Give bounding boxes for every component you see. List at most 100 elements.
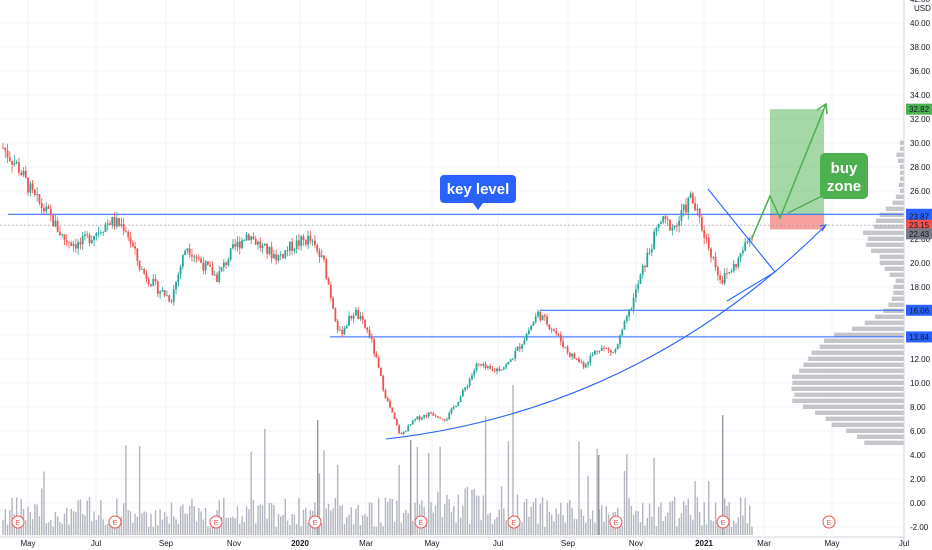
candle-body (291, 241, 294, 251)
volume-bar (630, 506, 633, 535)
volume-bar (722, 415, 724, 535)
candle-body (54, 220, 57, 227)
volume-bar (387, 501, 389, 535)
candle-body (420, 417, 423, 420)
candle-body (518, 346, 521, 349)
time-axis[interactable]: May Jul Sep Nov 2020 Mar May Jul Sep Nov 2021 Mar Ma… (0, 536, 909, 548)
candle-body (97, 232, 100, 234)
profile-row (871, 248, 904, 253)
volume-bar (475, 495, 478, 535)
profile-row (876, 218, 904, 223)
volume-bar (93, 511, 95, 535)
candle-body (641, 265, 644, 275)
candle-body (657, 223, 660, 228)
candle-body (701, 217, 703, 231)
profile-row (900, 164, 904, 169)
profile-row (891, 296, 904, 301)
volume-bar (305, 507, 307, 535)
volume-bar (362, 515, 364, 535)
candle-body (735, 263, 737, 268)
volume-bar (166, 516, 168, 535)
candle-body (293, 248, 296, 251)
candle-body (582, 362, 585, 368)
volume-bar (321, 523, 323, 535)
volume-bar (357, 504, 359, 535)
volume-bar (223, 497, 225, 535)
candle-body (411, 420, 414, 425)
volume-bar (564, 522, 567, 535)
profile-row (834, 332, 904, 337)
volume-bar (34, 504, 36, 535)
volume-bar (157, 525, 159, 535)
volume-bar (186, 513, 189, 535)
candle-body (664, 216, 667, 220)
volume-bar (380, 522, 382, 535)
candle-body (24, 170, 27, 178)
volume-bar (168, 523, 170, 535)
volume-bar (685, 505, 687, 535)
candle-body (648, 252, 651, 254)
wedge-line-upper (707, 188, 776, 273)
profile-row (867, 236, 904, 241)
candle-body (370, 336, 373, 340)
volume-bar (145, 512, 148, 535)
x-tick-label: Nov (629, 539, 643, 548)
volume-bar (148, 526, 150, 535)
volume-bar (569, 499, 571, 535)
volume-bar (607, 514, 610, 535)
candle-body (386, 398, 389, 401)
earnings-marker (716, 515, 730, 529)
x-tick-label: 2020 (291, 539, 309, 548)
volume-bar (81, 513, 84, 535)
volume-bar (532, 501, 535, 535)
x-tick-label: Jul (493, 539, 503, 548)
volume-bar (642, 503, 644, 535)
candle-body (2, 147, 4, 149)
trend-drawings[interactable] (385, 102, 828, 440)
volume-bar (585, 522, 587, 535)
volume-bar (573, 518, 576, 535)
volume-bar (548, 511, 551, 535)
candle-body (480, 364, 482, 366)
candle-body (6, 150, 9, 158)
volume-bar (384, 497, 387, 535)
price-axis[interactable]: USD -2.00 0.00 2.00 4.00 6.00 8.00 10.00 12.00 1… (903, 0, 932, 550)
price-label-box (906, 103, 932, 115)
price-label-text: 23.87 (909, 213, 930, 222)
volume-bar (9, 510, 11, 535)
candle-body (122, 224, 125, 232)
candle-body (339, 329, 341, 331)
candle-body (364, 319, 366, 328)
candle-body (86, 234, 89, 236)
candle-body (580, 361, 583, 363)
volume-bar (528, 516, 530, 535)
candle-body (687, 197, 690, 213)
horizontal-levels[interactable] (0, 213, 904, 338)
volume-bar (464, 488, 466, 535)
volume-bar (170, 502, 173, 535)
candle-body (452, 406, 455, 409)
volume-bar (667, 512, 669, 535)
candle-body (500, 369, 503, 371)
candle-body (382, 375, 385, 391)
candle-body (170, 301, 173, 302)
candle-body (225, 262, 228, 265)
volume-bar (562, 515, 564, 535)
candle-body (634, 289, 637, 298)
volume-bar (598, 455, 600, 535)
volume-bar (45, 523, 47, 535)
volume-bar (710, 520, 712, 535)
candle-body (298, 240, 300, 246)
candle-body (607, 348, 610, 350)
candle-body (222, 262, 225, 268)
candle-body (52, 215, 54, 227)
volume-bar (118, 522, 120, 535)
volume-bar (318, 473, 321, 535)
earnings-marker (11, 515, 25, 529)
volume-bar (127, 509, 129, 535)
candle-body (737, 258, 740, 268)
y-tick-label: 0.00 (910, 499, 926, 508)
